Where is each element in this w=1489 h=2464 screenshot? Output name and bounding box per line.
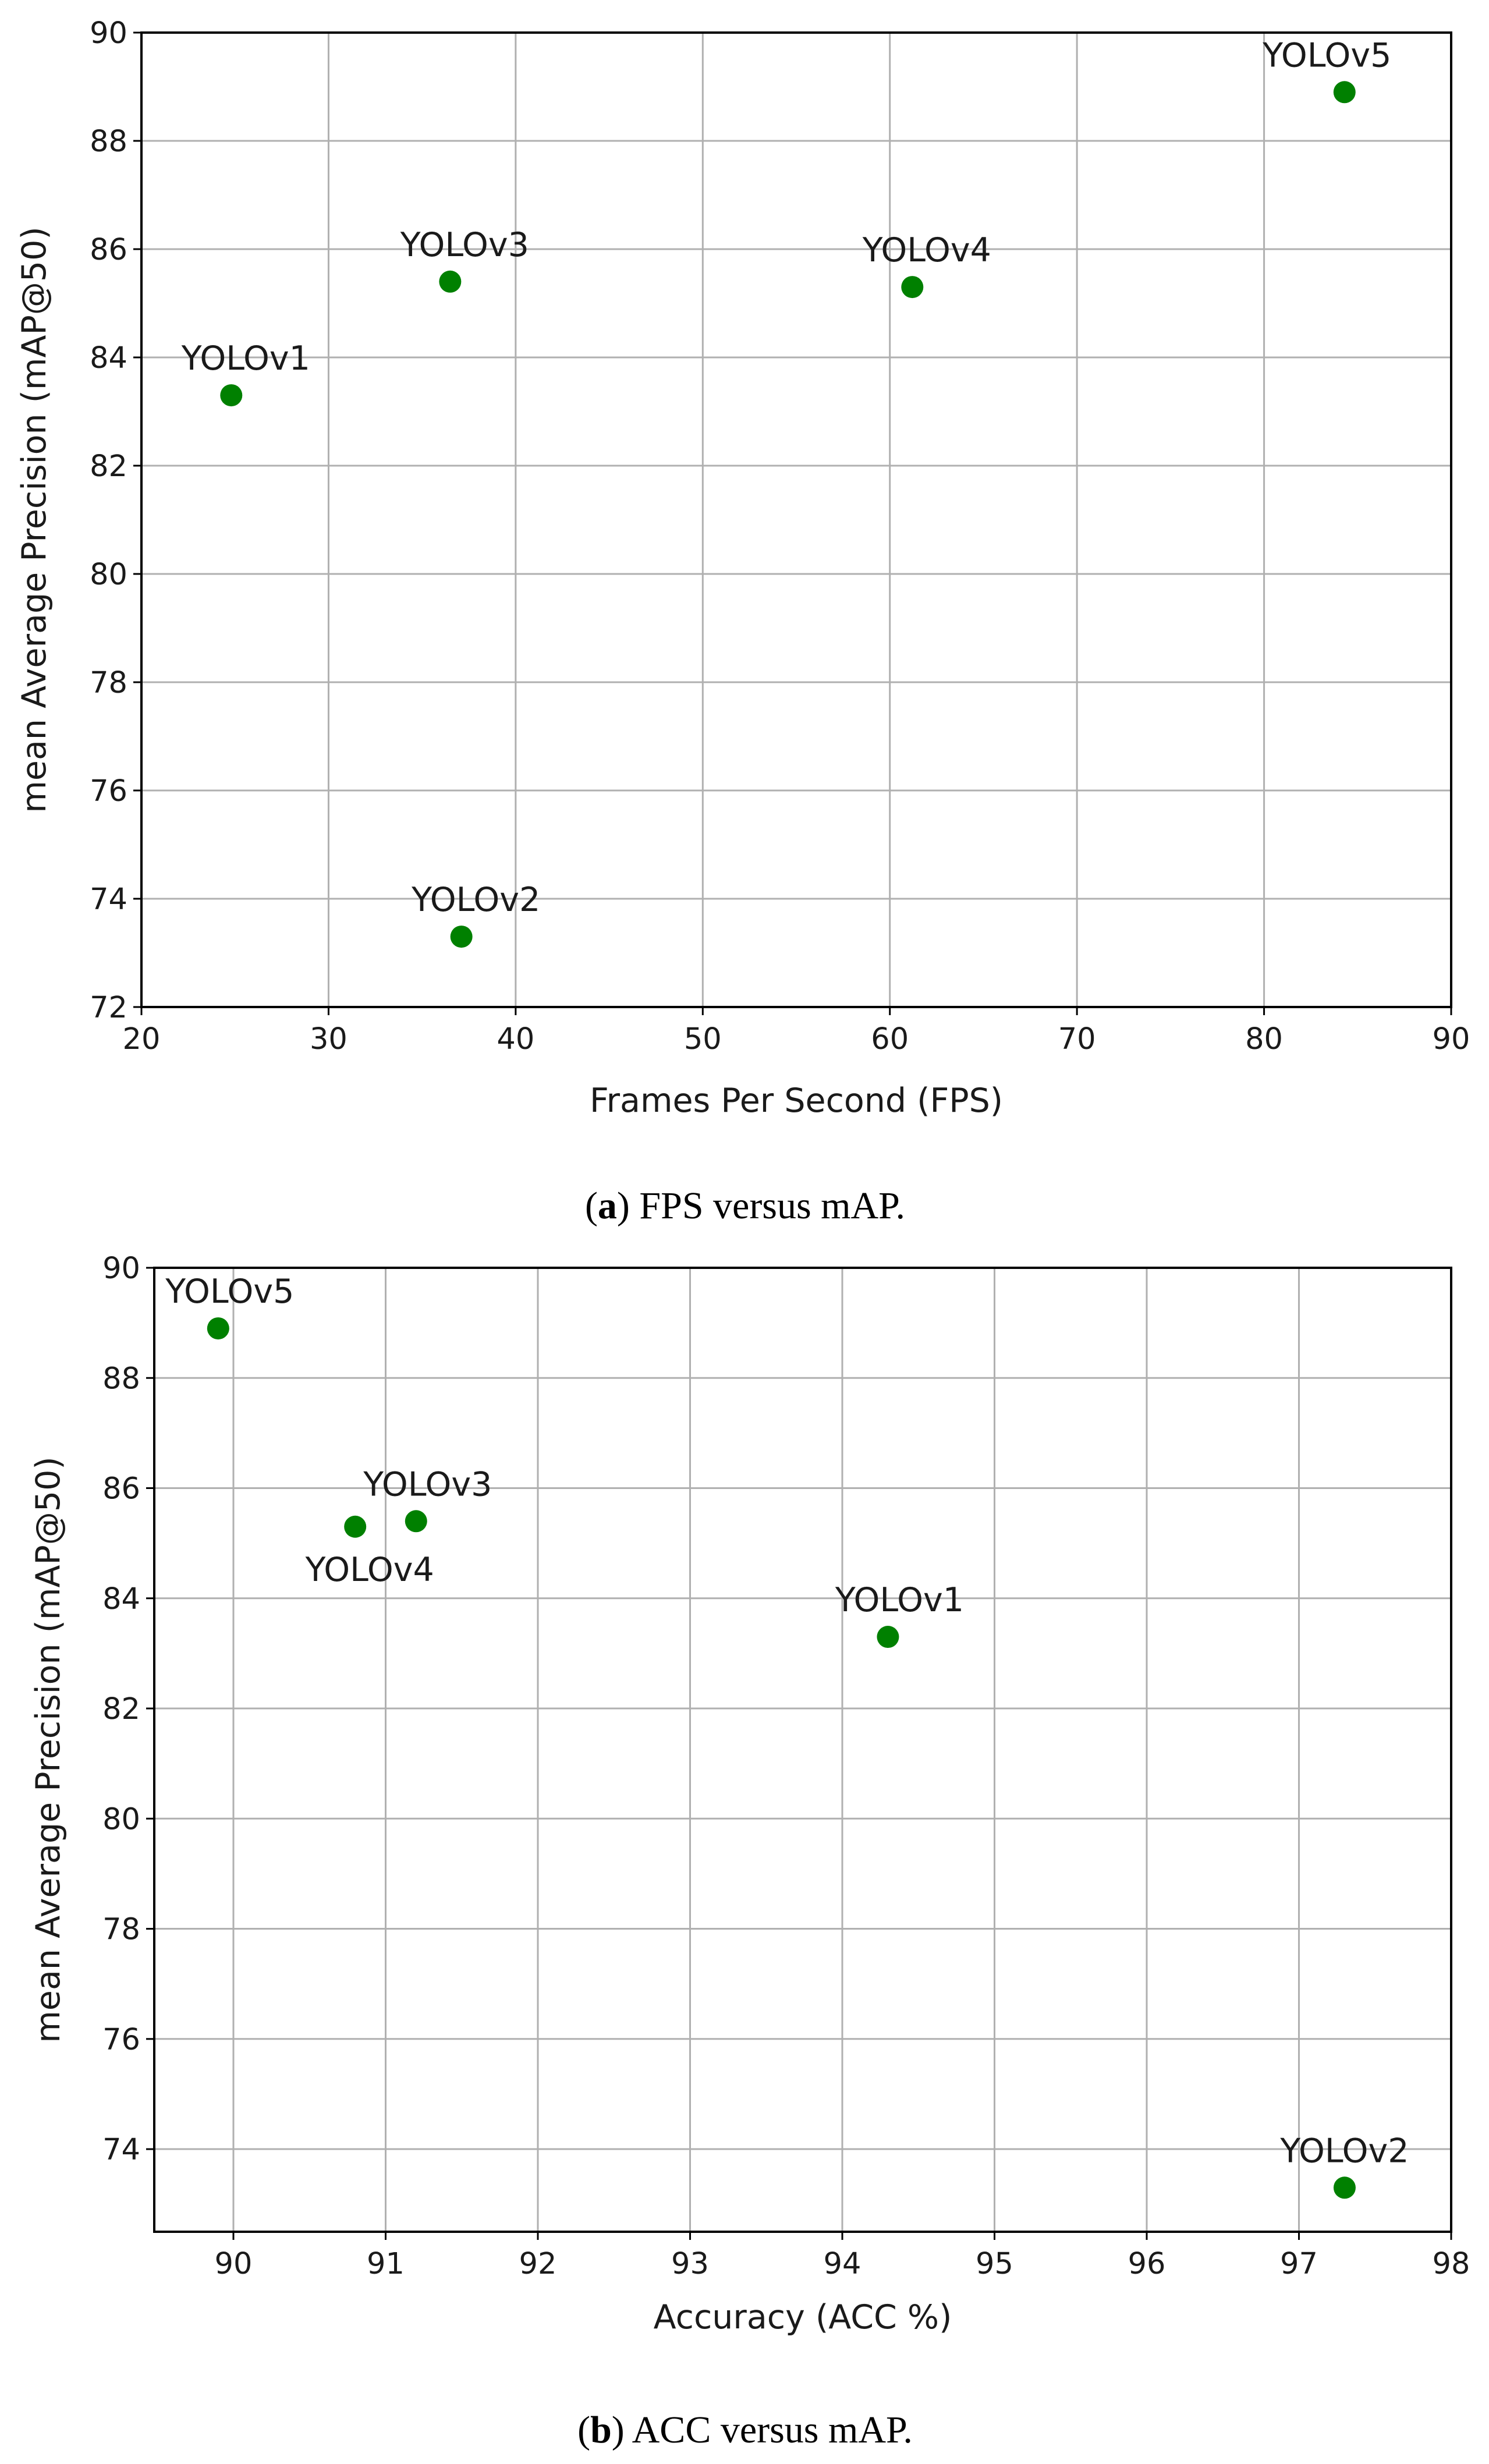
panel-a-point-label-yolov2: YOLOv2 xyxy=(411,881,540,919)
panel-b-y-tick-label: 88 xyxy=(102,1362,140,1396)
panel-a-y-tick-label: 80 xyxy=(90,558,127,592)
panel-b-y-tick-label: 78 xyxy=(102,1913,140,1947)
panel-a-y-tick-label: 74 xyxy=(90,882,127,917)
panel-a-point-label-yolov3: YOLOv3 xyxy=(400,226,529,264)
panel-b-x-tick-label: 98 xyxy=(1433,2247,1470,2281)
panel-a-y-tick-label: 72 xyxy=(90,991,127,1025)
panel-a-y-tick-label: 82 xyxy=(90,449,127,484)
panel-a-x-tick-label: 60 xyxy=(871,1022,909,1056)
panel-a-point-yolov2 xyxy=(450,926,473,948)
panel-b-y-axis-label: mean Average Precision (mAP@50) xyxy=(29,1456,68,2043)
panel-b-points: YOLOv5 YOLOv4 YOLOv3 YOLOv1 YOLOv2 xyxy=(165,1272,1409,2199)
panel-b-x-tick-label: 96 xyxy=(1128,2247,1166,2281)
panel-a-point-yolov3 xyxy=(439,270,462,293)
panel-b-point-label-yolov3: YOLOv3 xyxy=(363,1465,492,1504)
panel-a-point-yolov1 xyxy=(220,384,243,407)
panel-b-y-tick-label: 74 xyxy=(102,2133,140,2167)
panel-b-y-tick-label: 90 xyxy=(102,1252,140,1286)
panel-a-chart: 20 30 40 50 60 70 80 90 72 74 76 78 80 82 84 86 88 90 YOL… xyxy=(15,16,1470,1120)
panel-b-x-tick-label: 94 xyxy=(824,2247,862,2281)
panel-a-y-tick-label: 88 xyxy=(90,125,127,159)
panel-b-x-axis-label: Accuracy (ACC %) xyxy=(654,2298,952,2337)
panel-b-caption-letter: b xyxy=(590,2409,612,2451)
panel-b-x-tick-label: 90 xyxy=(215,2247,253,2281)
panel-b-y-tick-label: 86 xyxy=(102,1472,140,1506)
panel-b-x-tick-label: 93 xyxy=(671,2247,709,2281)
panel-a-y-tick-label: 90 xyxy=(90,16,127,51)
panel-a-x-tick-label: 50 xyxy=(684,1022,722,1056)
panel-b-caption: (b) ACC versus mAP. xyxy=(577,2409,913,2451)
panel-b-grid xyxy=(154,1267,1452,2232)
panel-b-x-tick-label: 95 xyxy=(976,2247,1013,2281)
panel-a-caption-text: FPS versus mAP. xyxy=(630,1185,905,1227)
panel-a-ticks: 20 30 40 50 60 70 80 90 72 74 76 78 80 82 84 86 88 90 xyxy=(90,16,1470,1056)
panel-b-caption-text: ACC versus mAP. xyxy=(625,2409,913,2451)
panel-a-x-tick-label: 20 xyxy=(123,1022,161,1056)
panel-b-chart: 90 91 92 93 94 95 96 97 98 74 76 78 80 82 84 86 88 90 YOL… xyxy=(29,1252,1470,2337)
panel-a-x-axis-label: Frames Per Second (FPS) xyxy=(590,1082,1003,1120)
panel-b-frame xyxy=(153,1267,1452,2233)
panel-a-point-yolov4 xyxy=(901,276,924,299)
panel-a-points: YOLOv1 YOLOv2 YOLOv3 YOLOv4 YOLOv5 xyxy=(181,36,1391,948)
panel-b-x-tick-label: 92 xyxy=(519,2247,557,2281)
panel-b-x-tick-label: 91 xyxy=(367,2247,405,2281)
panel-a-y-tick-label: 76 xyxy=(90,774,127,809)
panel-b-point-yolov3 xyxy=(405,1510,427,1533)
panel-a-y-axis-label: mean Average Precision (mAP@50) xyxy=(15,226,54,813)
panel-b-y-tick-label: 76 xyxy=(102,2023,140,2057)
panel-a-caption-letter: a xyxy=(598,1185,617,1227)
panel-b-y-tick-label: 80 xyxy=(102,1802,140,1837)
panel-b-y-tick-label: 82 xyxy=(102,1692,140,1726)
panel-b-point-label-yolov4: YOLOv4 xyxy=(305,1551,434,1589)
panel-b-point-yolov4 xyxy=(344,1515,367,1538)
panel-a-caption: (a) FPS versus mAP. xyxy=(585,1185,905,1227)
panel-a-x-tick-label: 70 xyxy=(1058,1022,1096,1056)
panel-a-y-tick-label: 78 xyxy=(90,666,127,700)
panel-b-ticks: 90 91 92 93 94 95 96 97 98 74 76 78 80 82 84 86 88 90 xyxy=(102,1252,1470,2281)
panel-a-y-tick-label: 86 xyxy=(90,233,127,267)
panel-a-x-tick-label: 80 xyxy=(1245,1022,1283,1056)
panel-b-point-label-yolov2: YOLOv2 xyxy=(1279,2132,1409,2170)
panel-b-y-tick-label: 84 xyxy=(102,1582,140,1616)
panel-b-point-yolov1 xyxy=(877,1626,899,1648)
panel-a-point-label-yolov1: YOLOv1 xyxy=(181,339,310,378)
panel-a-y-tick-label: 84 xyxy=(90,341,127,375)
panel-a-frame xyxy=(140,31,1452,1008)
panel-a-point-yolov5 xyxy=(1333,81,1356,104)
panel-a-point-label-yolov4: YOLOv4 xyxy=(862,231,991,270)
panel-b-point-yolov2 xyxy=(1333,2176,1356,2199)
panel-a-x-tick-label: 30 xyxy=(310,1022,348,1056)
panel-b-point-label-yolov1: YOLOv1 xyxy=(835,1581,964,1619)
panel-a-x-tick-label: 90 xyxy=(1433,1022,1470,1056)
panel-b-x-tick-label: 97 xyxy=(1280,2247,1318,2281)
panel-a-grid xyxy=(140,31,1452,1008)
panel-b-point-yolov5 xyxy=(207,1317,229,1340)
panel-a-point-label-yolov5: YOLOv5 xyxy=(1262,36,1391,75)
panel-b-point-label-yolov5: YOLOv5 xyxy=(165,1272,294,1311)
panel-a-x-tick-label: 40 xyxy=(497,1022,534,1056)
